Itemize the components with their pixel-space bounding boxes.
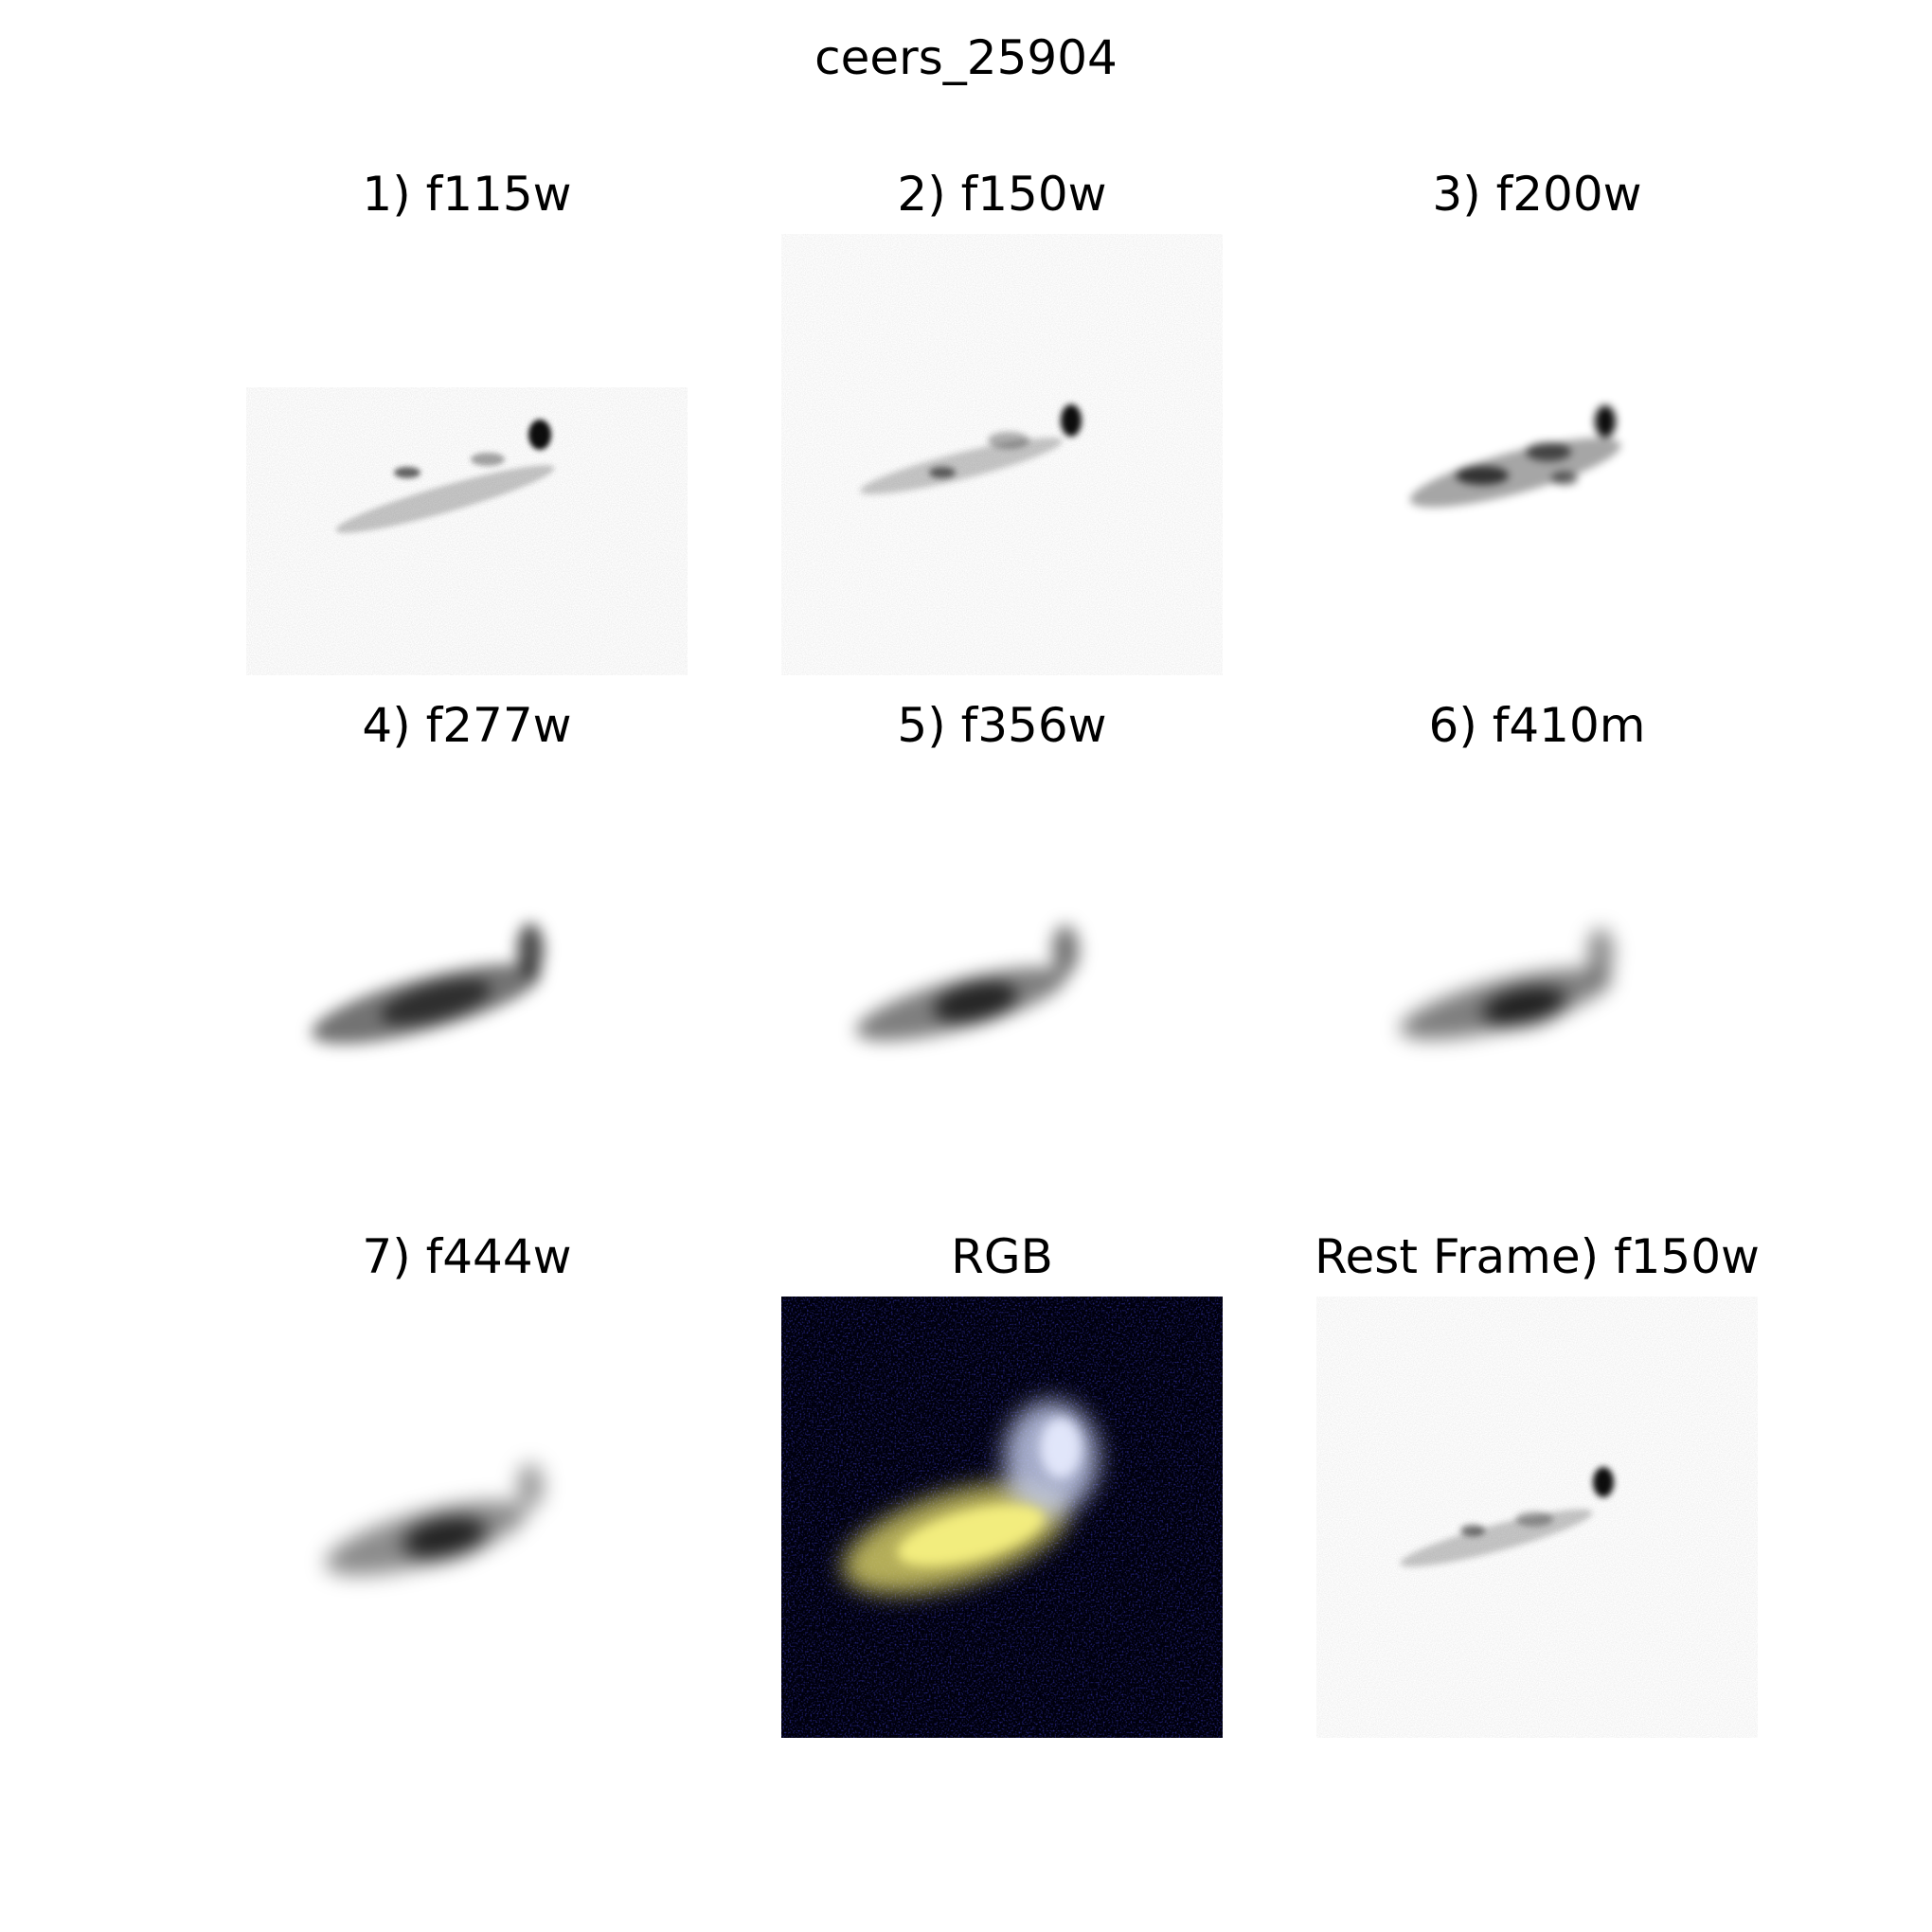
panel-title-f115w: 1) f115w: [362, 167, 572, 222]
galaxy-image-rest-frame-f150w-icon: [1316, 1297, 1758, 1738]
galaxy-image-f444w-icon: [325, 1463, 544, 1576]
panel-title-f150w: 2) f150w: [897, 167, 1107, 222]
cutout-f277w: [246, 765, 688, 1207]
figure-title: ceers_25904: [814, 30, 1118, 85]
cutout-f200w: [1316, 234, 1758, 675]
galaxy-image-f115w-icon: [246, 414, 688, 675]
panel-title-rgb: RGB: [951, 1229, 1053, 1284]
cutout-f444w: [246, 1297, 688, 1738]
galaxy-image-f200w-icon: [1409, 405, 1621, 508]
cutout-f410m: [1316, 765, 1758, 1207]
cutout-rest-frame-f150w: [1316, 1297, 1758, 1738]
galaxy-image-rgb-icon: [781, 1297, 1223, 1738]
galaxy-image-f410m-icon: [1400, 928, 1614, 1040]
panel-title-f277w: 4) f277w: [362, 698, 572, 753]
cutout-f115w: [246, 234, 688, 675]
panel-title-f356w: 5) f356w: [897, 698, 1107, 753]
cutout-f150w: [781, 234, 1223, 675]
cutout-f356w: [781, 765, 1223, 1207]
panel-title-f410m: 6) f410m: [1428, 698, 1646, 753]
galaxy-image-f277w-icon: [312, 923, 544, 1045]
panel-title-f200w: 3) f200w: [1432, 167, 1642, 222]
panel-title-rest-frame-f150w: Rest Frame) f150w: [1315, 1229, 1760, 1284]
cutout-rgb: [781, 1297, 1223, 1738]
galaxy-image-f356w-icon: [855, 925, 1079, 1041]
panel-title-f444w: 7) f444w: [362, 1229, 572, 1284]
galaxy-image-f150w-icon: [781, 234, 1223, 675]
